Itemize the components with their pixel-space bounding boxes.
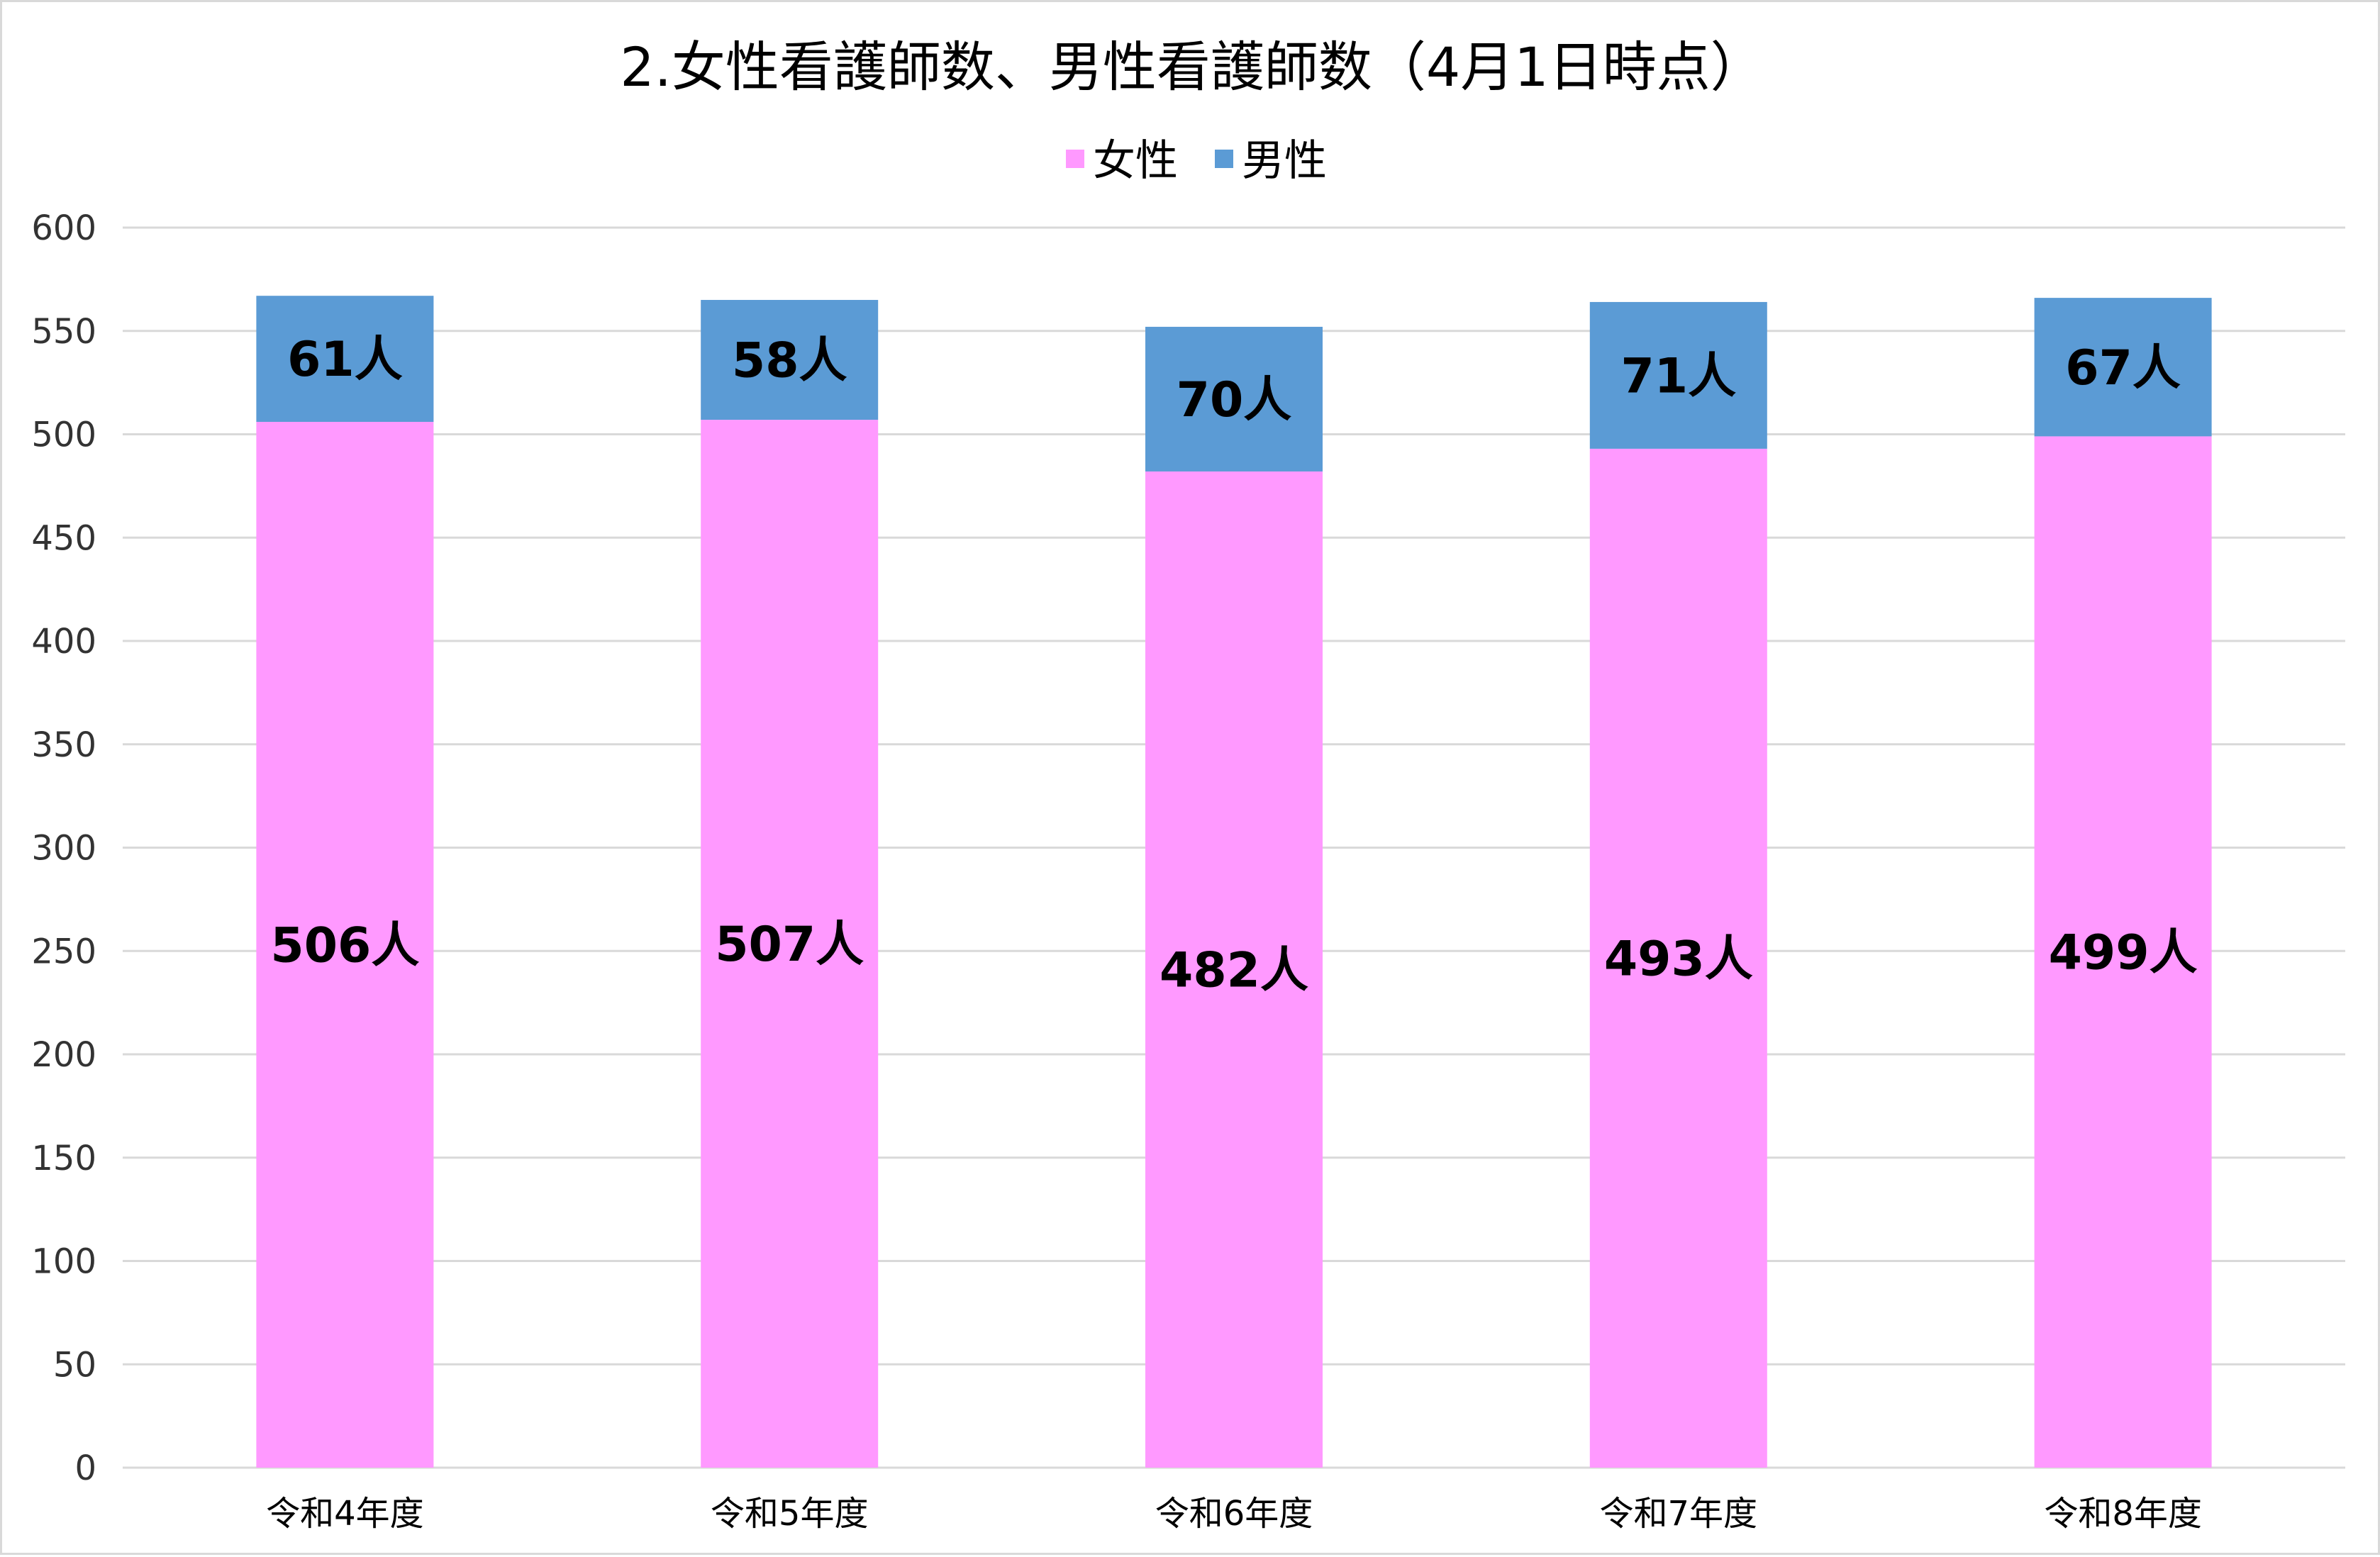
data-label: 67人 bbox=[2065, 340, 2181, 396]
y-tick-label: 400 bbox=[31, 622, 96, 662]
x-category-label: 令和6年度 bbox=[1155, 1494, 1313, 1534]
bar-male bbox=[1589, 301, 1767, 449]
y-tick-label: 200 bbox=[31, 1035, 96, 1075]
x-category-label: 令和4年度 bbox=[266, 1494, 424, 1534]
y-tick-label: 550 bbox=[31, 312, 96, 352]
bar-female bbox=[1145, 471, 1323, 1468]
x-category-label: 令和5年度 bbox=[711, 1494, 869, 1534]
bar-female bbox=[2034, 436, 2212, 1468]
x-category-label: 令和8年度 bbox=[2044, 1494, 2202, 1534]
bars bbox=[256, 296, 2212, 1468]
y-tick-label: 600 bbox=[31, 208, 96, 248]
data-label: 71人 bbox=[1620, 348, 1736, 404]
legend-swatch bbox=[1066, 150, 1084, 168]
bar-male bbox=[2034, 298, 2212, 437]
data-label: 499人 bbox=[2049, 925, 2198, 981]
y-tick-label: 500 bbox=[31, 415, 96, 455]
y-tick-label: 100 bbox=[31, 1242, 96, 1282]
y-tick-label: 150 bbox=[31, 1139, 96, 1178]
y-tick-label: 250 bbox=[31, 932, 96, 971]
bar-male bbox=[1145, 326, 1323, 471]
data-label: 506人 bbox=[270, 918, 419, 974]
x-axis-categories: 令和4年度 令和5年度 令和6年度 令和7年度 令和8年度 bbox=[266, 1494, 2202, 1534]
y-tick-label: 450 bbox=[31, 518, 96, 558]
bar-male bbox=[256, 296, 434, 423]
legend-label: 女性 bbox=[1093, 136, 1178, 186]
data-label: 61人 bbox=[287, 332, 403, 388]
y-tick-label: 300 bbox=[31, 829, 96, 869]
legend: 女性 男性 bbox=[1066, 136, 1327, 186]
y-axis-ticks: 0 50 100 150 200 250 300 350 400 450 500 550 600 bbox=[31, 208, 96, 1488]
chart-title: 2.女性看護師数、男性看護師数（4月1日時点） bbox=[620, 35, 1764, 99]
data-label: 507人 bbox=[715, 917, 864, 973]
data-label: 493人 bbox=[1604, 931, 1753, 987]
bar-female bbox=[1589, 448, 1767, 1468]
legend-swatch bbox=[1215, 150, 1233, 168]
y-tick-label: 50 bbox=[53, 1345, 96, 1385]
legend-label: 男性 bbox=[1242, 136, 1327, 186]
data-label: 58人 bbox=[732, 333, 847, 389]
data-label: 482人 bbox=[1160, 942, 1308, 998]
y-tick-label: 350 bbox=[31, 725, 96, 765]
bar-male bbox=[701, 300, 879, 420]
y-tick-label: 0 bbox=[74, 1449, 96, 1488]
x-category-label: 令和7年度 bbox=[1600, 1494, 1758, 1534]
bar-female bbox=[701, 420, 879, 1468]
bar-female bbox=[256, 422, 434, 1468]
data-label: 70人 bbox=[1177, 372, 1292, 428]
data-labels: 506人 61人 507人 58人 482人 70人 493人 71人 499人 67人 bbox=[270, 332, 2197, 998]
